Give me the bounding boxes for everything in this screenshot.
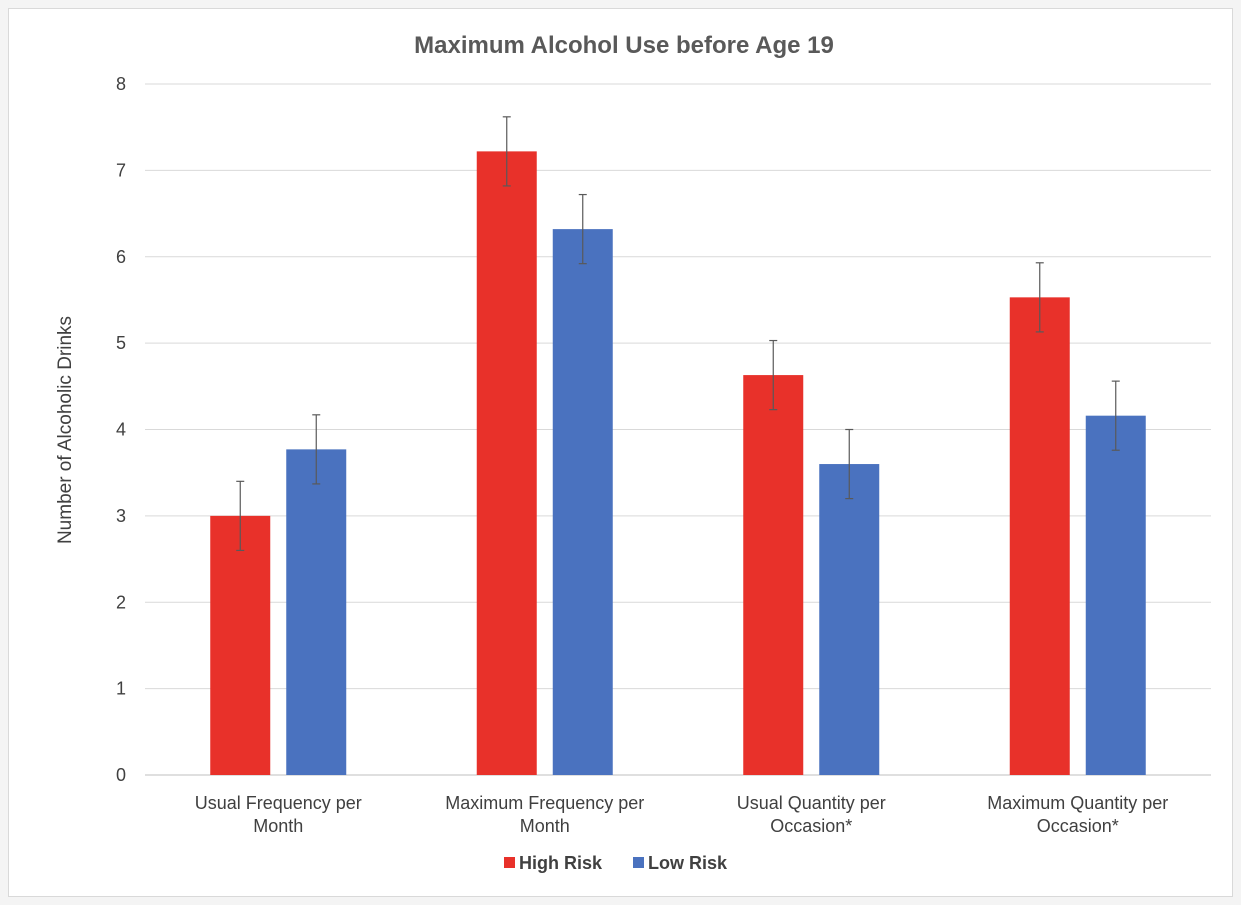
error-bars [236,116,1120,552]
error-bar [236,480,245,552]
bar-low-risk [1085,415,1146,775]
bar-high-risk [1009,297,1070,775]
error-bar [1111,380,1120,451]
bar-high-risk [210,515,271,775]
x-axis-labels: Usual Frequency per Month Maximum Frequenc… [195,793,1169,836]
chart-title: Maximum Alcohol Use before Age 19 [414,32,834,59]
y-tick-label: 2 [116,592,126,612]
y-tick-label: 6 [116,247,126,267]
x-tick-label: Month [520,816,570,836]
legend-item: High Risk [504,853,603,873]
legend: High Risk Low Risk [504,853,728,873]
y-tick-label: 0 [116,765,126,785]
bar-high-risk [476,151,537,775]
x-tick-label: Usual Frequency per [195,793,362,813]
x-tick-label: Maximum Frequency per [445,793,644,813]
legend-label: Low Risk [648,853,728,873]
y-axis-ticks: 0 1 2 3 4 5 6 7 8 [116,74,126,785]
y-tick-label: 4 [116,420,126,440]
y-tick-label: 1 [116,679,126,699]
error-bar [1035,262,1044,333]
x-tick-label: Usual Quantity per [737,793,886,813]
x-tick-label: Month [253,816,303,836]
legend-swatch [633,857,644,868]
y-tick-label: 7 [116,160,126,180]
y-tick-label: 3 [116,506,126,526]
error-bar [845,428,854,500]
legend-item: Low Risk [633,853,728,873]
bar-low-risk [552,229,613,776]
bar-low-risk [819,464,880,775]
bars [210,151,1146,776]
x-tick-label: Occasion* [1037,816,1119,836]
y-tick-label: 8 [116,74,126,94]
error-bar [502,116,511,187]
legend-label: High Risk [519,853,603,873]
error-bar [312,414,321,485]
y-tick-label: 5 [116,333,126,353]
bar-high-risk [743,375,804,775]
error-bar [578,193,587,265]
legend-swatch [504,857,515,868]
y-axis-label: Number of Alcoholic Drinks [55,316,76,544]
x-tick-label: Maximum Quantity per [987,793,1168,813]
bar-low-risk [286,449,347,775]
x-tick-label: Occasion* [770,816,852,836]
error-bar [769,339,778,411]
